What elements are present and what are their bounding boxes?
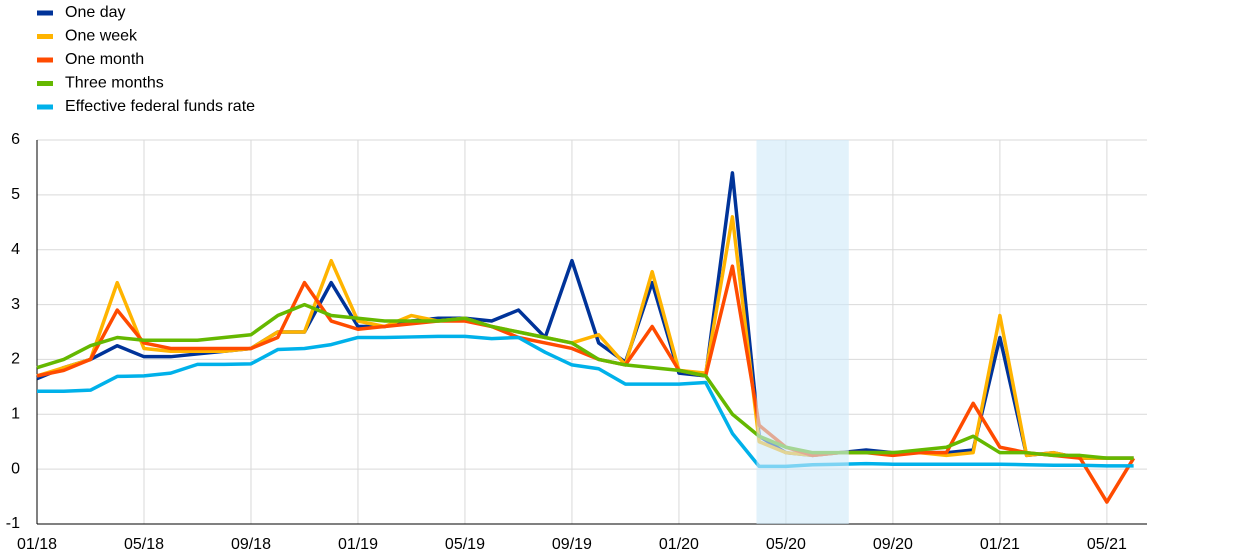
x-tick-label: 01/20: [659, 536, 699, 553]
legend-swatch: [37, 104, 53, 110]
x-tick-label: 09/20: [873, 536, 913, 553]
series-line: [36, 215, 1134, 460]
legend-label: One month: [65, 51, 144, 68]
y-tick-label: -1: [6, 515, 20, 532]
y-tick-label: 1: [11, 406, 20, 423]
series-line: [36, 171, 1134, 460]
x-tick-label: 01/18: [17, 536, 57, 553]
x-tick-label: 05/18: [124, 536, 164, 553]
y-tick-label: 3: [11, 296, 20, 313]
legend-label: Effective federal funds rate: [65, 98, 255, 115]
legend-swatch: [37, 34, 53, 39]
x-tick-label: 05/20: [766, 536, 806, 553]
legend-swatch: [37, 57, 53, 63]
x-tick-label: 05/19: [445, 536, 485, 553]
series-line: [36, 302, 1134, 460]
legend-swatch: [37, 10, 53, 16]
series-line: [37, 334, 1134, 469]
y-tick-label: 2: [11, 351, 20, 368]
legend-label: One day: [65, 4, 125, 21]
y-tick-label: 5: [11, 186, 20, 203]
x-tick-label: 05/21: [1087, 536, 1127, 553]
y-tick-label: 0: [11, 460, 20, 477]
x-tick-label: 01/21: [980, 536, 1020, 553]
legend-label: Three months: [65, 75, 164, 92]
y-tick-label: 6: [11, 131, 20, 148]
x-tick-label: 09/18: [231, 536, 271, 553]
legend-label: One week: [65, 28, 138, 45]
x-tick-label: 09/19: [552, 536, 592, 553]
x-tick-label: 01/19: [338, 536, 378, 553]
y-tick-label: 4: [11, 241, 20, 258]
shaded-period: [756, 140, 849, 524]
legend-swatch: [37, 81, 53, 86]
